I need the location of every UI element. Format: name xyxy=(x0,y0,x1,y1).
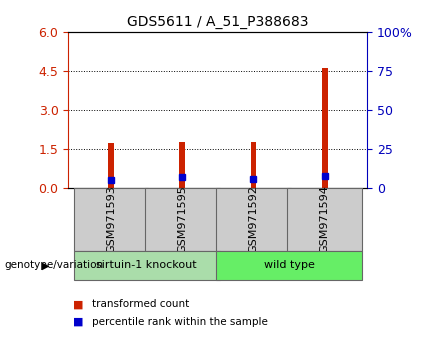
Bar xyxy=(145,188,220,251)
Text: transformed count: transformed count xyxy=(92,299,190,309)
Text: GSM971595: GSM971595 xyxy=(177,185,187,253)
Text: ■: ■ xyxy=(73,317,83,327)
Bar xyxy=(287,188,362,251)
Bar xyxy=(250,142,256,188)
Bar xyxy=(73,188,148,251)
Bar xyxy=(216,188,291,251)
Text: GSM971593: GSM971593 xyxy=(106,185,116,253)
Text: genotype/variation: genotype/variation xyxy=(4,261,103,270)
Text: percentile rank within the sample: percentile rank within the sample xyxy=(92,317,268,327)
Bar xyxy=(108,143,114,188)
Text: ▶: ▶ xyxy=(42,261,50,270)
Text: sirtuin-1 knockout: sirtuin-1 knockout xyxy=(96,261,197,270)
Title: GDS5611 / A_51_P388683: GDS5611 / A_51_P388683 xyxy=(127,16,308,29)
Bar xyxy=(73,251,220,280)
Text: GSM971592: GSM971592 xyxy=(249,185,258,253)
Bar xyxy=(322,68,327,188)
Text: wild type: wild type xyxy=(264,261,315,270)
Bar xyxy=(216,251,362,280)
Bar xyxy=(180,142,185,188)
Text: ■: ■ xyxy=(73,299,83,309)
Text: GSM971594: GSM971594 xyxy=(319,185,330,253)
